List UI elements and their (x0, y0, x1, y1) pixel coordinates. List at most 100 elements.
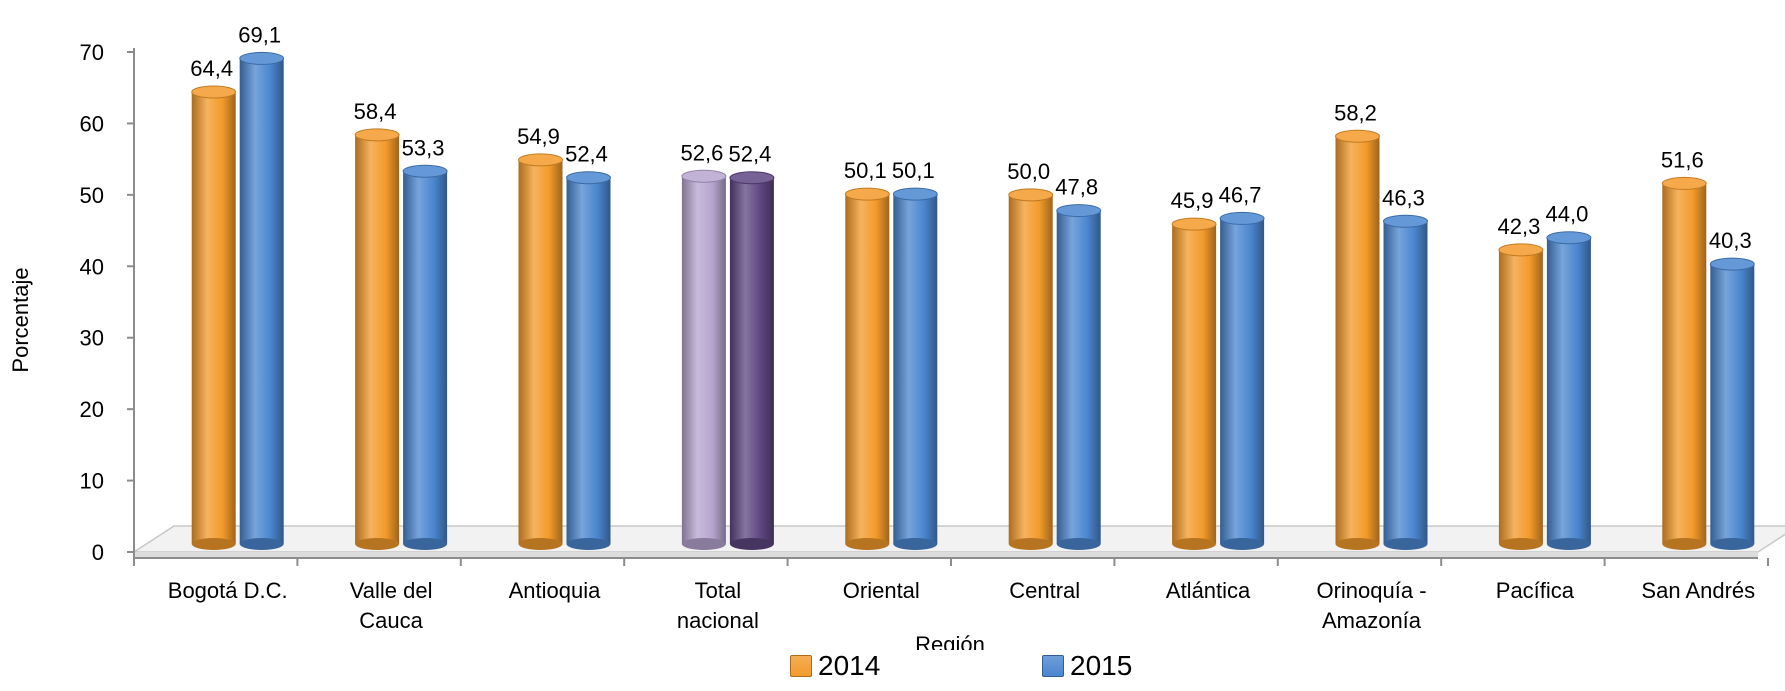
legend-swatch-2014 (790, 655, 812, 677)
x-tick-label: Bogotá D.C. (168, 578, 288, 603)
bar-2014 (1008, 188, 1054, 550)
bar-base (1056, 538, 1101, 550)
bar-2015 (1709, 257, 1755, 550)
data-label: 45,9 (1171, 188, 1214, 213)
y-tick-label: 40 (80, 254, 104, 279)
axes: 0 10 20 30 40 50 60 70 Bogotá D.C. Valle del Cauca… (80, 40, 1769, 633)
bar-2014 (518, 153, 563, 550)
bar-2014 (1335, 129, 1380, 550)
bar-2015 (729, 171, 775, 550)
bar-cap (1709, 257, 1755, 271)
bar-cap (1056, 204, 1102, 218)
data-label: 46,7 (1219, 182, 1262, 207)
y-axis-title: Porcentaje (8, 267, 33, 372)
data-label: 50,0 (1007, 159, 1050, 184)
y-tick-label: 0 (92, 540, 104, 565)
bar-body (681, 176, 726, 545)
bar-body (729, 177, 774, 544)
bar-2014 (1498, 243, 1544, 550)
legend-label-2014: 2014 (818, 650, 881, 681)
bar-cap (354, 128, 400, 142)
bar-base (1172, 538, 1217, 550)
x-tick-label: Central (1009, 578, 1080, 603)
bar-cap (1008, 188, 1054, 202)
data-labels: 64,469,158,453,3 54,952,4 52,6 52,450,1 50,1… (190, 22, 1751, 253)
y-tick-label: 10 (80, 469, 104, 494)
bar-base (1335, 538, 1380, 550)
bar-base (239, 538, 284, 550)
data-label: 50,1 (844, 158, 887, 183)
bar-base (729, 538, 774, 550)
bar-base (191, 538, 236, 550)
bar-base (403, 538, 448, 550)
bar-cap (239, 51, 285, 65)
bar-cap (191, 85, 237, 99)
bar-2014 (681, 169, 727, 550)
x-tick-label: Orinoquía -Amazonía (1316, 578, 1426, 633)
data-label: 40,3 (1709, 228, 1752, 253)
data-label: 51,6 (1661, 147, 1704, 172)
bar-chart: 0 10 20 30 40 50 60 70 Bogotá D.C. Valle del Cauca… (8, 22, 1785, 657)
legend: 2014 2015 (0, 650, 1785, 686)
bar-base (1662, 538, 1707, 550)
bar-body (191, 92, 236, 544)
bar-body (566, 177, 611, 544)
bar-base (1008, 538, 1053, 550)
x-tick-label: Antioquia (509, 578, 602, 603)
y-tick-label: 70 (80, 40, 104, 65)
x-tick-label: Pacífica (1496, 578, 1575, 603)
bar-body (1335, 136, 1380, 545)
bar-cap (1546, 231, 1592, 245)
bar-body (1220, 218, 1265, 544)
y-tick-label: 20 (80, 397, 104, 422)
bar-cap (518, 153, 563, 167)
data-label: 52,4 (728, 142, 771, 167)
data-label: 53,3 (402, 135, 445, 160)
bar-cap (1219, 211, 1265, 225)
bar-2014 (844, 187, 890, 550)
bar-cap (566, 171, 611, 185)
bar-2015 (1219, 211, 1265, 550)
bar-cap (1498, 243, 1544, 257)
bar-body (355, 134, 400, 544)
bar-base (518, 538, 563, 550)
bar-cap (402, 164, 448, 178)
data-label: 52,4 (565, 142, 608, 167)
bars (191, 51, 1755, 550)
bar-body (1008, 194, 1053, 544)
bar-body (403, 171, 448, 545)
data-label: 58,4 (354, 99, 397, 124)
bar-2015 (1546, 231, 1592, 550)
x-axis-title: Región (915, 632, 985, 650)
bar-base (1220, 538, 1265, 550)
bar-base (1546, 538, 1591, 550)
data-label: 46,3 (1382, 185, 1425, 210)
data-label: 69,1 (238, 22, 281, 47)
data-label: 54,9 (517, 124, 560, 149)
bar-base (1710, 538, 1755, 550)
bar-base (893, 538, 938, 550)
bar-base (1498, 538, 1543, 550)
bar-cap (1661, 176, 1707, 190)
bar-cap (844, 187, 890, 201)
x-tick-label: Valle del Cauca (350, 578, 433, 633)
bar-base (845, 538, 890, 550)
y-tick-label: 50 (80, 183, 104, 208)
bar-2015 (1056, 204, 1102, 550)
x-tick-label: Oriental (843, 578, 920, 603)
bar-body (1172, 224, 1217, 544)
bar-body (1498, 249, 1543, 544)
data-label: 52,6 (680, 140, 723, 165)
data-label: 64,4 (190, 56, 233, 81)
data-label: 50,1 (892, 158, 935, 183)
bar-body (1383, 221, 1428, 545)
data-label: 42,3 (1497, 214, 1540, 239)
bar-2014 (191, 85, 237, 550)
bar-2015 (239, 51, 285, 550)
data-label: 47,8 (1055, 175, 1098, 200)
bar-2015 (402, 164, 448, 550)
bar-body (1546, 237, 1591, 544)
legend-swatch-2015 (1042, 655, 1064, 677)
bar-2014 (354, 128, 400, 550)
